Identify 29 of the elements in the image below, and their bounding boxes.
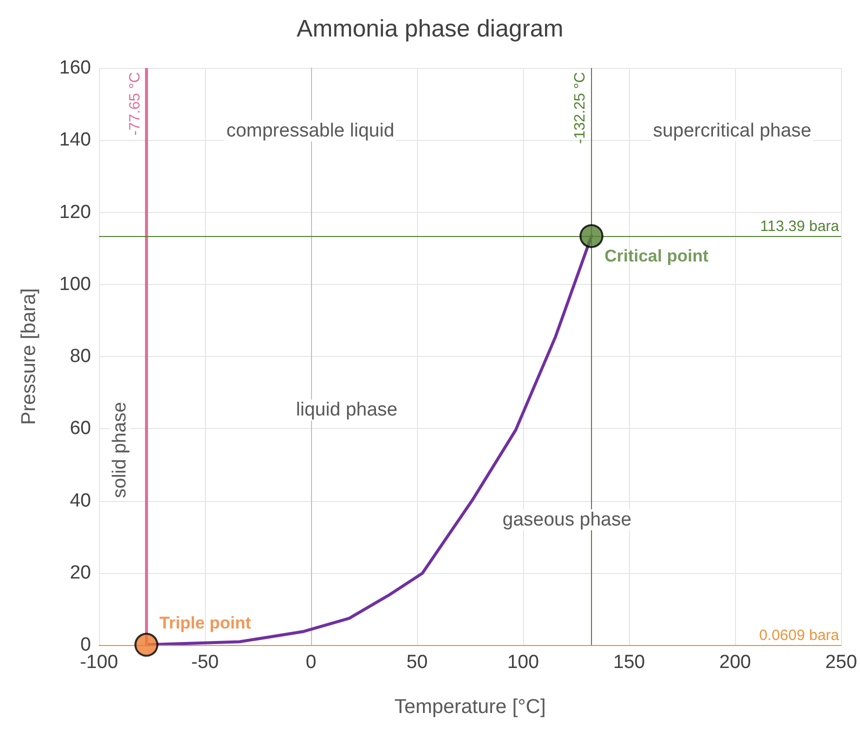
series-label: Triple point bbox=[159, 613, 252, 632]
y-tick-label: 20 bbox=[70, 562, 91, 584]
chart-title: Ammonia phase diagram bbox=[296, 16, 564, 42]
y-tick-label: 40 bbox=[70, 490, 91, 512]
y-tick-label: 60 bbox=[70, 418, 91, 440]
annotation: solid phase bbox=[109, 402, 130, 498]
ref-line-label: -132.25 °C bbox=[571, 72, 588, 144]
y-tick-label: 140 bbox=[59, 130, 91, 151]
x-tick-label: 250 bbox=[825, 652, 857, 673]
annotation: liquid phase bbox=[296, 400, 398, 421]
x-tick-label: 150 bbox=[613, 652, 645, 673]
x-tick-label: 200 bbox=[719, 652, 751, 673]
ref-line-label: 0.0609 bara bbox=[759, 626, 840, 644]
x-axis-title: Temperature [°C] bbox=[394, 696, 546, 718]
annotation: gaseous phase bbox=[502, 509, 632, 530]
y-tick-label: 160 bbox=[59, 58, 91, 78]
x-tick-label: 0 bbox=[306, 652, 316, 673]
y-tick-label: 100 bbox=[59, 274, 91, 295]
y-tick-label: 120 bbox=[59, 202, 91, 223]
annotation: compressable liquid bbox=[226, 120, 394, 142]
ref-line-label: -77.65 °C bbox=[126, 72, 144, 136]
y-axis-title: Pressure [bara] bbox=[18, 288, 40, 425]
ref-line-label: 113.39 bara bbox=[760, 218, 840, 236]
y-tick-label: 80 bbox=[70, 346, 91, 367]
annotation: supercritical phase bbox=[652, 120, 812, 142]
x-tick-label: 100 bbox=[507, 652, 539, 673]
x-tick-label: 50 bbox=[406, 652, 428, 673]
series-label: Critical point bbox=[604, 246, 709, 266]
x-tick-label: -50 bbox=[191, 652, 219, 673]
